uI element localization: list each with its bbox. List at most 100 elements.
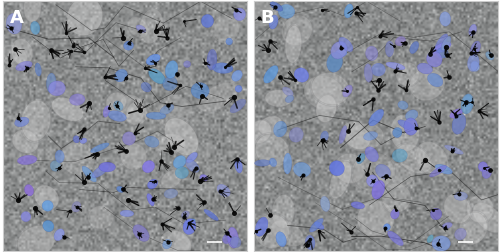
Ellipse shape xyxy=(377,163,414,188)
Ellipse shape xyxy=(164,189,177,198)
Ellipse shape xyxy=(156,96,192,128)
Ellipse shape xyxy=(146,54,160,65)
Point xyxy=(318,138,326,142)
Ellipse shape xyxy=(120,143,146,170)
Ellipse shape xyxy=(330,161,344,176)
Ellipse shape xyxy=(339,37,353,52)
Ellipse shape xyxy=(285,25,302,63)
Point xyxy=(62,31,70,35)
Point xyxy=(185,221,193,225)
Ellipse shape xyxy=(226,38,232,45)
Ellipse shape xyxy=(335,50,347,57)
Ellipse shape xyxy=(450,109,462,118)
Point xyxy=(469,30,477,34)
Ellipse shape xyxy=(366,46,378,60)
Point xyxy=(426,51,434,55)
Point xyxy=(157,159,165,163)
Point xyxy=(445,75,453,79)
Ellipse shape xyxy=(430,208,442,220)
Ellipse shape xyxy=(294,68,308,82)
Point xyxy=(266,213,274,217)
Point xyxy=(66,209,74,213)
Ellipse shape xyxy=(284,153,292,174)
Point xyxy=(74,205,82,209)
Ellipse shape xyxy=(164,118,198,155)
Ellipse shape xyxy=(191,83,209,99)
Ellipse shape xyxy=(14,117,29,127)
Ellipse shape xyxy=(114,101,123,111)
Point xyxy=(470,47,478,51)
Ellipse shape xyxy=(146,112,166,119)
Ellipse shape xyxy=(184,61,190,68)
Ellipse shape xyxy=(186,152,198,163)
Ellipse shape xyxy=(304,76,344,110)
Ellipse shape xyxy=(386,62,405,70)
Ellipse shape xyxy=(204,209,218,220)
Ellipse shape xyxy=(140,9,163,44)
Ellipse shape xyxy=(294,162,310,177)
Ellipse shape xyxy=(444,194,471,223)
Ellipse shape xyxy=(144,136,159,147)
Point xyxy=(354,156,362,161)
Point xyxy=(93,152,101,156)
Point xyxy=(467,51,475,55)
Ellipse shape xyxy=(254,160,270,166)
Ellipse shape xyxy=(390,209,399,219)
Point xyxy=(374,88,382,92)
Ellipse shape xyxy=(202,14,213,27)
Ellipse shape xyxy=(21,211,31,222)
Ellipse shape xyxy=(6,13,22,34)
Ellipse shape xyxy=(470,41,480,55)
Ellipse shape xyxy=(16,61,32,71)
Point xyxy=(421,158,429,162)
Point xyxy=(232,8,240,12)
Point xyxy=(400,41,408,45)
Ellipse shape xyxy=(161,170,182,189)
Point xyxy=(392,208,400,212)
Ellipse shape xyxy=(444,145,463,154)
Point xyxy=(164,240,172,244)
Ellipse shape xyxy=(282,87,293,96)
Ellipse shape xyxy=(235,85,242,92)
Point xyxy=(390,44,398,48)
Ellipse shape xyxy=(120,95,147,125)
Point xyxy=(435,168,443,172)
Ellipse shape xyxy=(248,120,272,143)
Point xyxy=(314,229,322,233)
Ellipse shape xyxy=(432,236,450,251)
Ellipse shape xyxy=(351,202,364,209)
Point xyxy=(264,228,272,232)
Point xyxy=(47,48,55,52)
Point xyxy=(32,206,40,210)
Point xyxy=(150,197,158,201)
Ellipse shape xyxy=(136,25,146,33)
Ellipse shape xyxy=(396,62,419,86)
Ellipse shape xyxy=(186,159,200,172)
Ellipse shape xyxy=(124,41,134,50)
Ellipse shape xyxy=(459,212,487,244)
Ellipse shape xyxy=(482,166,492,178)
Point xyxy=(318,8,326,12)
Ellipse shape xyxy=(478,162,488,172)
Point xyxy=(125,41,133,45)
Ellipse shape xyxy=(160,104,174,115)
Point xyxy=(271,5,279,9)
Ellipse shape xyxy=(264,66,278,83)
Point xyxy=(14,116,22,120)
Point xyxy=(230,211,238,215)
Point xyxy=(363,172,371,176)
Ellipse shape xyxy=(436,48,448,58)
Ellipse shape xyxy=(426,51,442,67)
Ellipse shape xyxy=(148,69,165,84)
Ellipse shape xyxy=(331,41,347,59)
Ellipse shape xyxy=(227,227,238,248)
Ellipse shape xyxy=(330,161,351,198)
Ellipse shape xyxy=(461,94,473,114)
Ellipse shape xyxy=(372,180,385,199)
Ellipse shape xyxy=(70,94,85,105)
Ellipse shape xyxy=(183,219,196,234)
Ellipse shape xyxy=(103,106,110,117)
Ellipse shape xyxy=(395,37,406,46)
Ellipse shape xyxy=(230,99,246,113)
Ellipse shape xyxy=(442,223,452,229)
